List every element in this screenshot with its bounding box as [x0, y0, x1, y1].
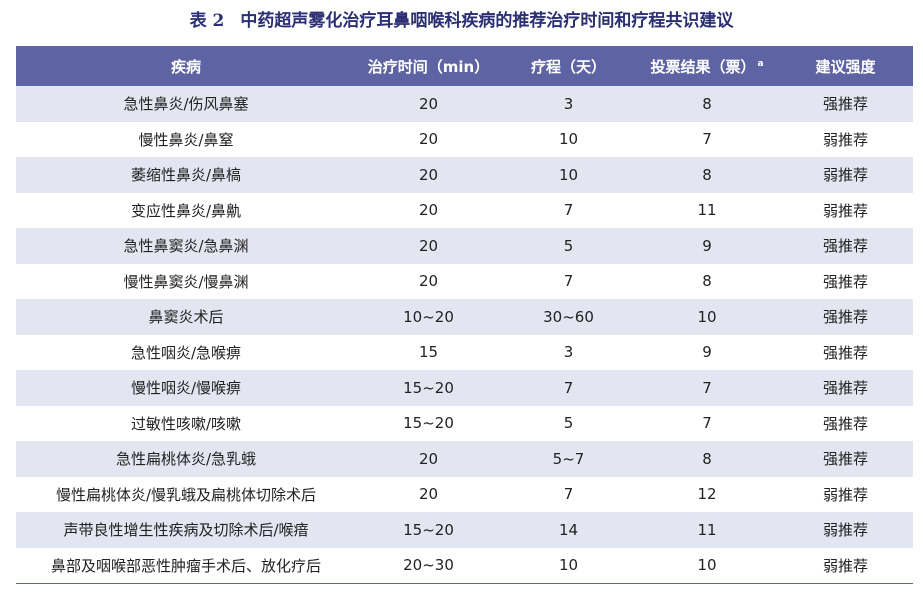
cell-votes: 11: [697, 520, 717, 539]
table-row: 鼻部及咽喉部恶性肿瘤手术后、放化疗后 20~30 10 10 弱推荐: [16, 547, 913, 583]
cell-votes: 8: [702, 272, 712, 291]
cell-votes: 12: [697, 485, 717, 504]
cell-disease: 慢性咽炎/慢喉痹: [130, 379, 242, 398]
cell-strength: 弱推荐: [822, 166, 868, 185]
cell-strength: 弱推荐: [822, 485, 868, 504]
table-row: 急性扁桃体炎/急乳蛾 20 5~7 8 强推荐: [16, 441, 913, 477]
cell-treatment-time: 20: [418, 201, 439, 220]
cell-strength: 强推荐: [822, 379, 868, 398]
table-row: 慢性鼻窦炎/慢鼻渊 20 7 8 强推荐: [16, 263, 913, 299]
cell-treatment-time: 20: [418, 272, 439, 291]
table-row: 过敏性咳嗽/咳嗽 15~20 5 7 强推荐: [16, 405, 913, 441]
cell-disease: 急性咽炎/急喉痹: [130, 343, 242, 362]
cell-course: 10: [558, 165, 579, 184]
header-votes: 投票结果（票） a: [636, 46, 778, 86]
cell-course: 3: [563, 343, 574, 362]
cell-treatment-time: 20: [418, 165, 439, 184]
table-body: 急性鼻炎/伤风鼻塞 20 3 8 强推荐 慢性鼻炎/鼻窒 20 10 7 弱推荐 萎缩性鼻炎/鼻槁 2…: [16, 86, 913, 583]
table-row: 声带良性增生性疾病及切除术后/喉瘖 15~20 14 11 弱推荐: [16, 512, 913, 548]
cell-strength: 强推荐: [822, 308, 868, 327]
table-row: 慢性鼻炎/鼻窒 20 10 7 弱推荐: [16, 121, 913, 157]
cell-treatment-time: 20: [418, 449, 439, 468]
cell-course: 7: [563, 201, 574, 220]
cell-votes: 10: [697, 556, 717, 574]
cell-strength: 弱推荐: [822, 521, 868, 540]
cell-votes: 8: [702, 449, 712, 468]
cell-disease: 变应性鼻炎/鼻鼽: [130, 201, 242, 220]
cell-votes: 7: [702, 130, 712, 149]
header-votes-footnote: a: [757, 58, 764, 69]
cell-treatment-time: 20~30: [403, 556, 454, 574]
cell-votes: 9: [702, 236, 712, 255]
table-header: 疾病 治疗时间（min） 疗程（天） 投票结果（票） a 建议强度: [16, 46, 913, 86]
cell-disease: 慢性鼻窦炎/慢鼻渊: [123, 272, 249, 291]
header-disease: 疾病: [170, 57, 201, 76]
cell-treatment-time: 15~20: [403, 520, 454, 539]
table-number: 表 2: [189, 11, 225, 31]
cell-disease: 急性鼻炎/伤风鼻塞: [123, 95, 249, 114]
cell-treatment-time: 15~20: [403, 414, 454, 433]
table-row: 急性咽炎/急喉痹 15 3 9 强推荐: [16, 334, 913, 370]
table-row: 鼻窦炎术后 10~20 30~60 10 强推荐: [16, 299, 913, 335]
cell-disease: 慢性鼻炎/鼻窒: [138, 130, 234, 149]
table-row: 慢性咽炎/慢喉痹 15~20 7 7 强推荐: [16, 370, 913, 406]
cell-disease: 萎缩性鼻炎/鼻槁: [130, 166, 242, 185]
cell-votes: 7: [702, 378, 712, 397]
cell-strength: 弱推荐: [822, 556, 868, 575]
cell-course: 5: [563, 414, 574, 433]
cell-votes: 11: [697, 201, 717, 220]
cell-treatment-time: 20: [418, 94, 439, 113]
cell-course: 3: [563, 94, 574, 113]
table-row: 急性鼻炎/伤风鼻塞 20 3 8 强推荐: [16, 86, 913, 122]
recommendation-table: 疾病 治疗时间（min） 疗程（天） 投票结果（票） a 建议强度 急性鼻炎/伤风…: [16, 46, 913, 584]
cell-treatment-time: 10~20: [403, 307, 454, 326]
header-strength: 建议强度: [815, 57, 876, 76]
cell-strength: 弱推荐: [822, 130, 868, 149]
cell-course: 30~60: [543, 307, 594, 326]
cell-course: 5: [563, 236, 574, 255]
cell-strength: 弱推荐: [822, 201, 868, 220]
header-row: 疾病 治疗时间（min） 疗程（天） 投票结果（票） a 建议强度: [16, 46, 913, 86]
cell-votes: 10: [697, 307, 717, 326]
cell-disease: 慢性扁桃体炎/慢乳蛾及扁桃体切除术后: [55, 485, 317, 504]
cell-course: 14: [558, 520, 579, 539]
cell-course: 10: [558, 130, 579, 149]
table-caption: 中药超声雾化治疗耳鼻咽喉科疾病的推荐治疗时间和疗程共识建议: [240, 11, 734, 31]
cell-treatment-time: 20: [418, 130, 439, 149]
header-votes-label: 投票结果（票）: [650, 57, 756, 76]
cell-course: 7: [563, 485, 574, 504]
cell-disease: 过敏性咳嗽/咳嗽: [130, 414, 242, 433]
cell-treatment-time: 20: [418, 485, 439, 504]
cell-disease: 急性扁桃体炎/急乳蛾: [115, 450, 257, 469]
table-title: 表 2 中药超声雾化治疗耳鼻咽喉科疾病的推荐治疗时间和疗程共识建议: [0, 6, 923, 31]
cell-strength: 强推荐: [822, 95, 868, 114]
cell-votes: 8: [702, 165, 712, 184]
header-course: 疗程（天）: [530, 57, 606, 76]
table-row: 萎缩性鼻炎/鼻槁 20 10 8 弱推荐: [16, 157, 913, 193]
cell-course: 7: [563, 378, 574, 397]
cell-treatment-time: 15~20: [403, 378, 454, 397]
cell-disease: 急性鼻窦炎/急鼻渊: [123, 237, 249, 256]
cell-course: 7: [563, 272, 574, 291]
cell-disease: 鼻部及咽喉部恶性肿瘤手术后、放化疗后: [50, 556, 321, 575]
cell-disease: 鼻窦炎术后: [148, 308, 224, 327]
cell-course: 10: [558, 556, 579, 574]
cell-disease: 声带良性增生性疾病及切除术后/喉瘖: [63, 521, 309, 540]
cell-course: 5~7: [552, 449, 585, 468]
table-row: 变应性鼻炎/鼻鼽 20 7 11 弱推荐: [16, 192, 913, 228]
cell-votes: 7: [702, 414, 712, 433]
cell-votes: 9: [702, 343, 712, 362]
cell-strength: 强推荐: [822, 343, 868, 362]
header-treatment-time: 治疗时间（min）: [367, 57, 490, 76]
cell-treatment-time: 15: [418, 343, 439, 362]
cell-strength: 强推荐: [822, 237, 868, 256]
cell-votes: 8: [702, 94, 712, 113]
cell-strength: 强推荐: [822, 414, 868, 433]
cell-strength: 强推荐: [822, 272, 868, 291]
table-row: 急性鼻窦炎/急鼻渊 20 5 9 强推荐: [16, 228, 913, 264]
cell-strength: 强推荐: [822, 450, 868, 469]
cell-treatment-time: 20: [418, 236, 439, 255]
table-row: 慢性扁桃体炎/慢乳蛾及扁桃体切除术后 20 7 12 弱推荐: [16, 476, 913, 512]
